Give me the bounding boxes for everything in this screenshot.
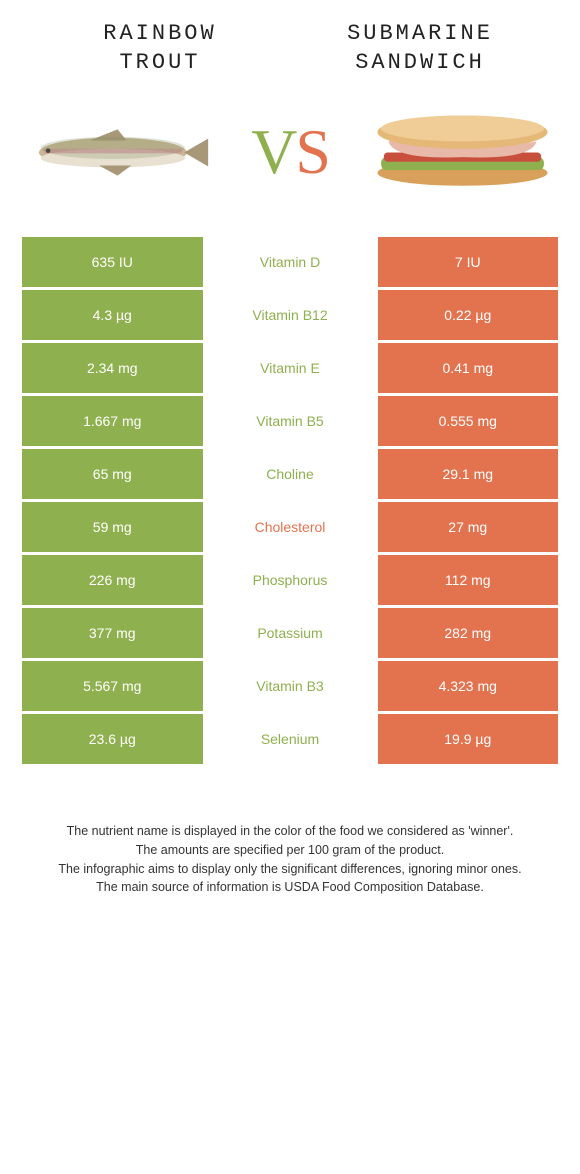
- vs-s: S: [295, 116, 329, 187]
- table-row: 377 mgPotassium282 mg: [22, 608, 558, 658]
- table-row: 635 IUVitamin D7 IU: [22, 237, 558, 287]
- footer-line1: The nutrient name is displayed in the co…: [35, 822, 545, 841]
- cell-nutrient-label: Vitamin B3: [203, 661, 378, 711]
- table-row: 5.567 mgVitamin B34.323 mg: [22, 661, 558, 711]
- cell-nutrient-label: Choline: [203, 449, 378, 499]
- cell-left-value: 65 mg: [22, 449, 203, 499]
- footer-notes: The nutrient name is displayed in the co…: [0, 767, 580, 897]
- cell-left-value: 1.667 mg: [22, 396, 203, 446]
- header: Rainbow trout Submarine sandwich: [0, 0, 580, 77]
- footer-line2: The amounts are specified per 100 gram o…: [35, 841, 545, 860]
- header-right-line2: sandwich: [290, 49, 550, 78]
- table-row: 2.34 mgVitamin E0.41 mg: [22, 343, 558, 393]
- header-right-line1: Submarine: [290, 20, 550, 49]
- table-row: 65 mgCholine29.1 mg: [22, 449, 558, 499]
- cell-right-value: 19.9 µg: [378, 714, 559, 764]
- footer-line3: The infographic aims to display only the…: [35, 860, 545, 879]
- cell-left-value: 635 IU: [22, 237, 203, 287]
- trout-image: [25, 102, 210, 202]
- vs-v: V: [251, 116, 295, 187]
- cell-right-value: 29.1 mg: [378, 449, 559, 499]
- cell-nutrient-label: Vitamin E: [203, 343, 378, 393]
- vs-label: VS: [251, 115, 329, 189]
- table-row: 59 mgCholesterol27 mg: [22, 502, 558, 552]
- cell-nutrient-label: Phosphorus: [203, 555, 378, 605]
- cell-right-value: 0.22 µg: [378, 290, 559, 340]
- cell-left-value: 377 mg: [22, 608, 203, 658]
- header-left-line2: trout: [30, 49, 290, 78]
- header-left-line1: Rainbow: [30, 20, 290, 49]
- cell-right-value: 7 IU: [378, 237, 559, 287]
- header-right: Submarine sandwich: [290, 20, 550, 77]
- comparison-table: 635 IUVitamin D7 IU4.3 µgVitamin B120.22…: [0, 237, 580, 764]
- cell-left-value: 4.3 µg: [22, 290, 203, 340]
- cell-nutrient-label: Cholesterol: [203, 502, 378, 552]
- cell-left-value: 226 mg: [22, 555, 203, 605]
- cell-left-value: 59 mg: [22, 502, 203, 552]
- footer-line4: The main source of information is USDA F…: [35, 878, 545, 897]
- cell-nutrient-label: Vitamin B5: [203, 396, 378, 446]
- cell-left-value: 2.34 mg: [22, 343, 203, 393]
- cell-nutrient-label: Potassium: [203, 608, 378, 658]
- cell-right-value: 282 mg: [378, 608, 559, 658]
- cell-right-value: 27 mg: [378, 502, 559, 552]
- cell-right-value: 0.555 mg: [378, 396, 559, 446]
- cell-right-value: 112 mg: [378, 555, 559, 605]
- hero-row: VS: [0, 77, 580, 237]
- table-row: 226 mgPhosphorus112 mg: [22, 555, 558, 605]
- table-row: 4.3 µgVitamin B120.22 µg: [22, 290, 558, 340]
- cell-left-value: 23.6 µg: [22, 714, 203, 764]
- header-left: Rainbow trout: [30, 20, 290, 77]
- cell-nutrient-label: Vitamin D: [203, 237, 378, 287]
- table-row: 23.6 µgSelenium19.9 µg: [22, 714, 558, 764]
- cell-right-value: 0.41 mg: [378, 343, 559, 393]
- cell-left-value: 5.567 mg: [22, 661, 203, 711]
- sandwich-image: [370, 102, 555, 202]
- cell-nutrient-label: Selenium: [203, 714, 378, 764]
- cell-right-value: 4.323 mg: [378, 661, 559, 711]
- table-row: 1.667 mgVitamin B50.555 mg: [22, 396, 558, 446]
- cell-nutrient-label: Vitamin B12: [203, 290, 378, 340]
